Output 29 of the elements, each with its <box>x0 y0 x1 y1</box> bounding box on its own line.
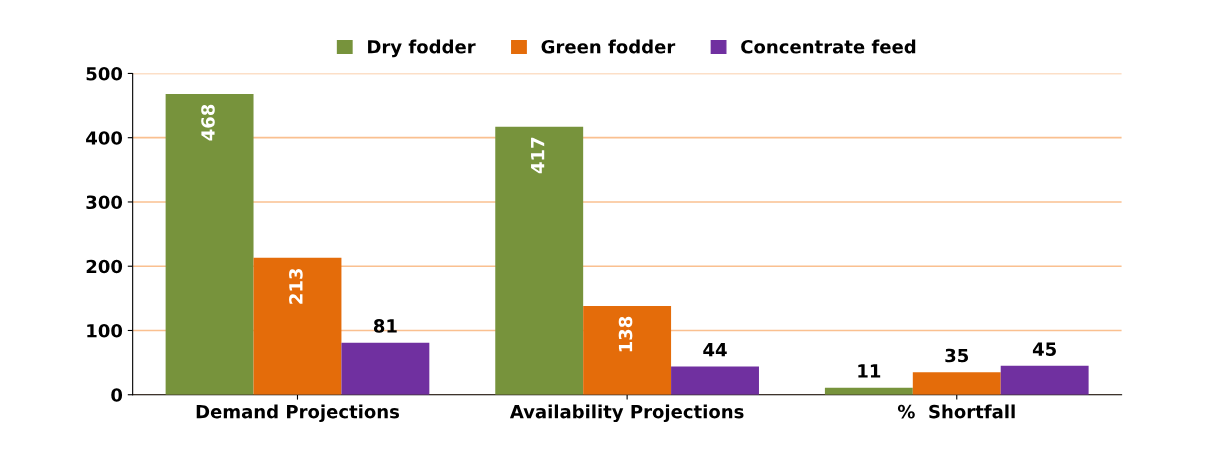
data-label: 138 <box>618 316 633 352</box>
y-tick-label: 100 <box>87 323 123 338</box>
x-tick-label: % Shortfall <box>897 404 1015 419</box>
data-label: 35 <box>945 348 969 363</box>
bar <box>341 342 430 395</box>
data-label: 81 <box>373 319 397 333</box>
data-label: 44 <box>703 343 727 357</box>
x-tick-label: Demand Projections <box>196 404 400 423</box>
y-tick-label: 0 <box>111 388 123 402</box>
legend-label: Green fodder <box>541 39 676 54</box>
bar <box>253 257 342 395</box>
legend-label: Dry fodder <box>368 39 476 58</box>
bar <box>671 366 759 395</box>
legend-label: Concentrate feed <box>741 39 916 54</box>
y-tick-label: 200 <box>86 259 123 274</box>
y-tick-label: 500 <box>86 66 123 81</box>
bar <box>495 126 584 395</box>
data-label: 11 <box>858 364 881 378</box>
bar <box>165 94 254 395</box>
data-label: 45 <box>1032 342 1056 356</box>
x-tick-label: Availability Projections <box>509 404 744 423</box>
y-tick-label: 300 <box>86 195 123 210</box>
y-tick-label: 400 <box>86 131 123 145</box>
bar <box>1000 365 1089 395</box>
data-label: 468 <box>201 104 215 141</box>
bar <box>583 306 672 395</box>
bar <box>912 372 1001 395</box>
data-label: 213 <box>289 268 303 304</box>
data-label: 417 <box>531 137 545 174</box>
